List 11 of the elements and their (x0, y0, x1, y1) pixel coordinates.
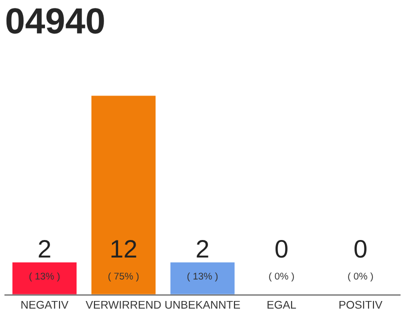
x-tick-label: UNBEKANNTE (165, 300, 240, 309)
data-label: 0 ( 0% ) (348, 240, 373, 282)
x-tick-label: POSITIV (339, 300, 382, 309)
x-tick-label: EGAL (268, 300, 296, 309)
data-label: 12 ( 75% ) (108, 240, 139, 282)
data-label: 2 ( 13% ) (29, 240, 60, 282)
x-tick-label: NEGATIV (21, 300, 68, 309)
data-label: 0 ( 0% ) (269, 240, 294, 282)
data-label: 2 ( 13% ) (187, 240, 218, 282)
x-tick-label: VERWIRREND (86, 300, 161, 309)
chart-title: 04940 (6, 8, 104, 34)
